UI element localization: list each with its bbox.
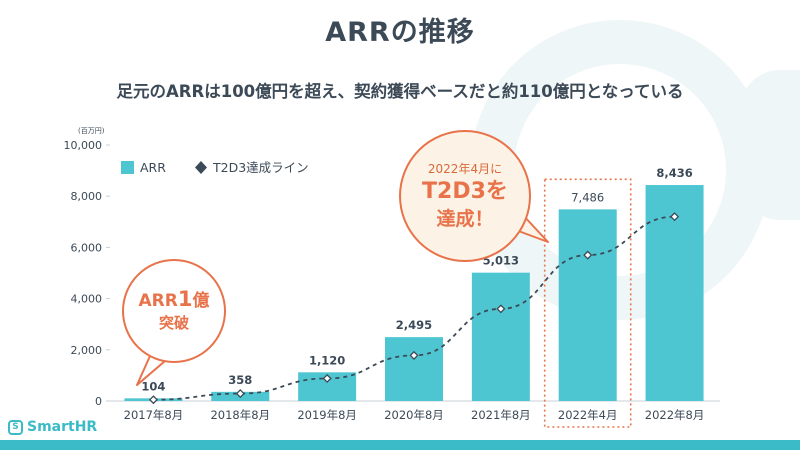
- t2d3-point-6: [670, 212, 680, 222]
- callout-t2d3-line1: 2022年4月に: [427, 162, 503, 176]
- legend-label-arr: ARR: [140, 160, 166, 175]
- y-tick-label: 10,000: [64, 139, 103, 152]
- callout-t2d3-line2: T2D3を: [422, 179, 508, 204]
- legend-label-t2d3: T2D3達成ライン: [212, 160, 309, 175]
- bar-value-label-4: 5,013: [483, 254, 519, 268]
- x-category-label-1: 2018年8月: [210, 408, 270, 422]
- x-category-label-2: 2019年8月: [297, 408, 357, 422]
- t2d3-point-4: [496, 304, 506, 314]
- t2d3-milestone-callout: 2022年4月に T2D3を 達成！: [399, 130, 531, 262]
- bottom-accent-bar: [0, 440, 800, 450]
- logo-text: SmartHR: [27, 419, 98, 435]
- x-category-label-4: 2021年8月: [471, 408, 531, 422]
- x-category-label-5: 2022年4月: [558, 408, 618, 422]
- x-category-label-6: 2022年8月: [645, 408, 705, 422]
- y-tick-label: 0: [95, 395, 102, 408]
- t2d3-point-0: [148, 395, 158, 405]
- bar-value-label-5: 7,486: [571, 190, 604, 204]
- callout-arr-line2: 突破: [158, 314, 189, 332]
- bar-value-label-0: 104: [141, 379, 165, 393]
- bar-3: [385, 337, 443, 401]
- y-tick-label: 2,000: [71, 344, 103, 357]
- y-tick-label: 4,000: [71, 293, 103, 306]
- callout-t2d3-line3: 達成！: [436, 208, 494, 230]
- bar-value-label-3: 2,495: [396, 318, 432, 332]
- callout-arr-tail: [136, 355, 166, 386]
- page-title: ARRの推移: [325, 17, 475, 48]
- callout-arr-suffix: 億: [192, 291, 210, 311]
- logo-icon: S: [8, 419, 23, 435]
- arr-milestone-callout: ARR1億 突破: [122, 259, 226, 363]
- t2d3-point-5: [583, 250, 593, 260]
- background-block-decoration: [740, 70, 800, 220]
- t2d3-point-3: [409, 350, 419, 360]
- chart-labels: 104 2017年8月 358 2018年8月 1,120 2019年8月 2,495 202…: [124, 166, 705, 422]
- t2d3-point-1: [235, 389, 245, 399]
- smarthr-logo: S SmartHR: [8, 417, 97, 437]
- x-category-label-0: 2017年8月: [124, 408, 184, 422]
- highlight-box-5: [543, 178, 632, 428]
- legend-swatch-t2d3: [195, 161, 207, 174]
- x-category-label-3: 2020年8月: [384, 408, 444, 422]
- bar-value-label-1: 358: [228, 373, 252, 387]
- page-subtitle: 足元のARRは100億円を超え、契約獲得ベースだと約110億円となっている: [116, 82, 684, 101]
- callout-arr-prefix: ARR: [138, 291, 178, 311]
- chart-legend: ARR T2D3達成ライン: [121, 160, 309, 175]
- callout-arr-number: 1: [177, 287, 193, 311]
- bar-value-label-6: 8,436: [656, 166, 692, 180]
- y-axis-unit-label: (百万円): [78, 127, 105, 135]
- line-series: [148, 212, 680, 405]
- y-tick-label: 6,000: [71, 241, 103, 254]
- y-tick-label: 8,000: [71, 190, 103, 203]
- bar-4: [471, 272, 530, 401]
- legend-swatch-arr: [121, 161, 134, 174]
- bar-value-label-2: 1,120: [309, 353, 345, 367]
- t2d3-point-2: [322, 373, 332, 383]
- bar-5: [558, 209, 617, 401]
